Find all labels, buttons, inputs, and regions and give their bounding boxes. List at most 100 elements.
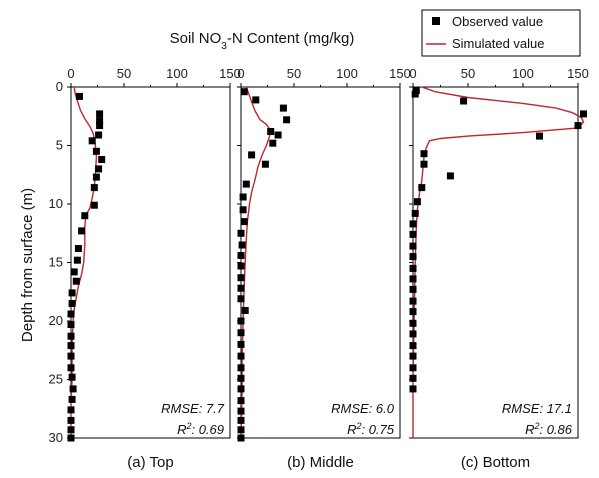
panel-caption: (a) Top [127,454,173,471]
x-tick-label: 0 [237,66,244,81]
observed-point [269,139,277,147]
x-tick-label: 50 [287,66,301,81]
observed-point [409,374,417,382]
observed-point [237,317,245,325]
observed-point [237,385,245,393]
y-axis-label: Depth from surface (m) [19,188,36,342]
observed-point [67,416,75,424]
legend-observed-label: Observed value [452,14,543,29]
y-tick-label: 5 [56,138,63,153]
observed-point [409,364,417,372]
observed-point [237,426,245,434]
observed-point [409,285,417,293]
observed-point [237,252,245,259]
legend-simulated-label: Simulated value [452,36,545,51]
panel-caption: (c) Bottom [461,454,530,471]
x-tick-label: 100 [166,66,188,81]
observed-point [68,373,76,381]
observed-point [68,300,76,307]
observed-point [241,307,249,314]
observed-point [411,90,419,98]
observed-point [279,104,287,112]
x-tick-label: 50 [461,66,475,81]
observed-point [88,137,96,145]
observed-point [409,297,417,305]
r2-label: R2: 0.75 [347,421,395,437]
observed-point [95,165,103,173]
observed-point [237,329,245,337]
observed-point [67,352,75,360]
observed-point [68,289,76,297]
observed-point [67,426,75,434]
r2-label: R2: 0.69 [177,421,224,437]
panel-1: 0 50 100 150 RMSE: 6.0 R2: 0.75 (b) Middle [237,66,411,471]
legend-observed-marker [432,17,440,25]
observed-point [237,262,245,270]
observed-point [237,352,245,360]
observed-point [409,264,417,272]
observed-point [67,364,75,372]
observed-point [580,110,587,118]
observed-point [420,150,428,158]
observed-point [239,206,247,214]
simulated-line [70,86,98,438]
x-tick-label: 150 [567,66,589,81]
observed-point [67,406,75,414]
observed-point [73,256,81,264]
rmse-label: RMSE: 7.7 [161,401,225,416]
observed-point [237,284,245,292]
observed-point [98,156,106,163]
observed-point [81,212,89,220]
observed-point [409,220,417,228]
observed-point [96,122,104,130]
observed-point [96,110,104,118]
x-tick-label: 100 [512,66,534,81]
observed-point [74,245,82,252]
observed-point [237,374,245,382]
y-tick-label: 15 [49,255,63,270]
observed-point [420,160,428,168]
y-tick-label: 10 [49,196,63,211]
observed-point [239,193,247,201]
x-tick-label: 50 [117,66,131,81]
observed-point [413,198,421,206]
observed-point [411,209,419,217]
observed-point [76,92,83,100]
observed-point [446,172,454,180]
legend-box [421,9,581,57]
observed-point [418,184,426,192]
observed-point [409,308,417,316]
observed-point [409,330,417,338]
observed-point [67,332,75,340]
observed-point [237,407,245,415]
observed-point [248,151,256,159]
rmse-label: RMSE: 6.0 [331,401,395,416]
observed-point [536,132,543,140]
observed-point [92,147,100,155]
observed-point [252,96,260,104]
observed-point [90,201,98,209]
y-tick-label: 30 [49,430,63,445]
observed-point [409,242,417,250]
x-tick-label: 0 [67,66,74,81]
observed-point [237,340,245,348]
observed-point [409,319,417,327]
observed-point [95,131,103,139]
rmse-label: RMSE: 17.1 [502,401,572,416]
observed-point [283,116,291,124]
observed-point [267,128,275,135]
observed-point [237,397,245,405]
observed-point [242,180,250,188]
observed-point [460,97,468,105]
observed-point [409,230,417,238]
observed-point [409,275,417,283]
observed-point [261,160,269,168]
observed-point [274,131,282,139]
chart-title: Soil NO3-N Content (mg/kg) [170,30,355,52]
x-tick-label: 150 [219,66,241,81]
x-tick-label: 150 [389,66,411,81]
observed-point [67,310,75,318]
